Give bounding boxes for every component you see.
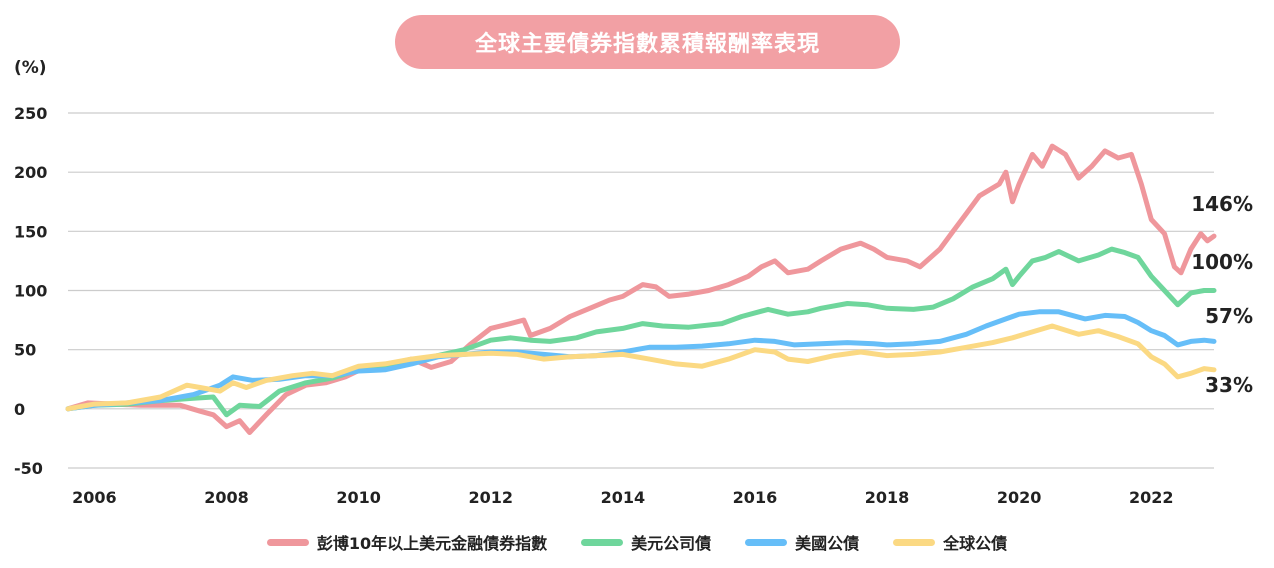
y-tick-label: 150 [14,222,47,241]
legend-swatch [745,538,788,546]
x-tick-label: 2008 [204,488,249,507]
end-labels: 146% 100% 57% 33% [1191,192,1253,397]
end-label-4: 33% [1205,373,1253,397]
legend-item-2: 美元公司債 [581,530,711,554]
legend-swatch [266,538,309,546]
x-tick-label: 2012 [468,488,513,507]
x-tick-label: 2018 [865,488,910,507]
y-tick-label: 250 [14,104,47,123]
end-label-3: 57% [1205,304,1253,328]
legend-label: 彭博10年以上美元金融債券指數 [316,534,548,553]
legend-item-3: 美國公債 [745,530,859,554]
x-tick-label: 2014 [601,488,646,507]
legend-swatch [581,538,624,546]
legend-label: 全球公債 [943,534,1008,553]
y-tick-label: 50 [14,341,36,360]
y-tick-label: -50 [14,459,43,478]
x-tick-labels: 2006 2008 2010 2012 2014 2016 2018 2020 2022 [72,488,1173,507]
x-tick-label: 2022 [1129,488,1174,507]
x-tick-label: 2020 [997,488,1042,507]
x-tick-label: 2010 [336,488,381,507]
y-tick-label: 0 [14,400,25,419]
y-tick-labels: 250 200 150 100 50 0 -50 [14,104,47,478]
legend-label: 美元公司債 [631,534,712,553]
chart-title: 全球主要債券指數累積報酬率表現 [395,15,900,69]
y-axis-unit-label: (%) [14,58,47,78]
legend-swatch [893,538,936,546]
series-lines [65,143,1217,435]
legend-item-4: 全球公債 [893,530,1007,554]
end-label-2: 100% [1191,250,1253,274]
legend-item-1: 彭博10年以上美元金融債券指數 [266,530,548,554]
legend: 彭博10年以上美元金融債券指數 美元公司債 美國公債 全球公債 [0,530,1274,554]
x-tick-label: 2016 [733,488,778,507]
end-label-1: 146% [1191,192,1253,216]
series-line-1 [65,143,1217,435]
series-line-2 [65,246,1217,418]
x-tick-label: 2006 [72,488,117,507]
y-tick-label: 100 [14,282,47,301]
y-tick-label: 200 [14,163,47,182]
legend-label: 美國公債 [795,534,860,553]
series-line-4 [65,323,1217,412]
